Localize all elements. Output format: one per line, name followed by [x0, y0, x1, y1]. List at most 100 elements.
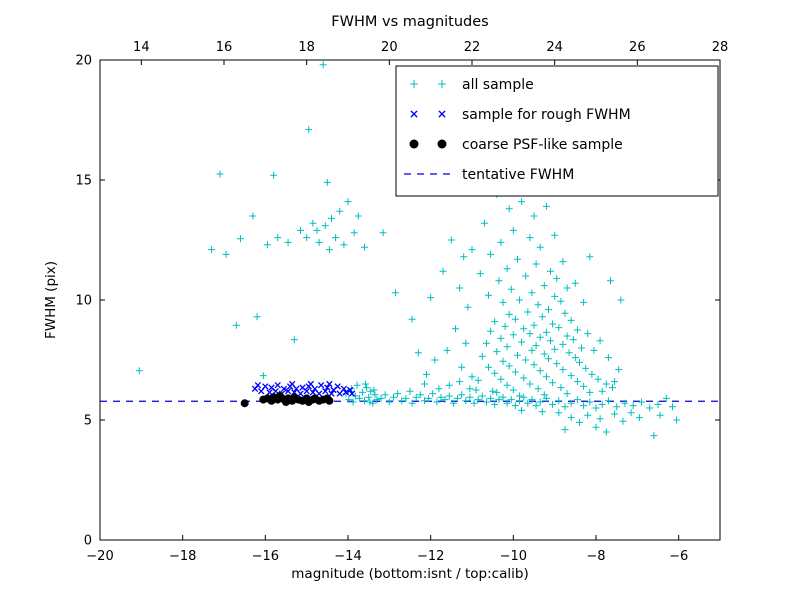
point-all-sample [363, 384, 371, 392]
point-all-sample [520, 325, 528, 333]
point-all-sample [522, 272, 530, 280]
y-tick-label: 0 [84, 534, 92, 549]
point-all-sample [584, 411, 592, 419]
point-all-sample [594, 375, 602, 383]
x-tick-label-bottom: −14 [334, 549, 361, 564]
point-psf-like [240, 399, 249, 408]
point-all-sample [526, 380, 534, 388]
point-all-sample [503, 343, 511, 351]
point-all-sample [524, 399, 532, 407]
point-all-sample [332, 234, 340, 242]
point-all-sample [534, 301, 542, 309]
point-all-sample [505, 362, 513, 370]
point-all-sample [586, 388, 594, 396]
point-all-sample [534, 385, 542, 393]
point-all-sample [297, 226, 304, 234]
point-all-sample [555, 324, 563, 332]
point-rough-fwhm [303, 388, 310, 395]
point-all-sample [542, 373, 550, 381]
point-all-sample [447, 236, 455, 244]
point-all-sample [458, 391, 466, 399]
point-all-sample [361, 397, 368, 405]
point-all-sample [607, 277, 614, 285]
point-rough-fwhm [324, 384, 331, 391]
point-all-sample [499, 393, 507, 401]
x-tick-label-bottom: −10 [500, 549, 527, 564]
point-all-sample [578, 344, 585, 352]
point-all-sample [369, 399, 377, 407]
point-all-sample [511, 402, 519, 410]
point-all-sample [263, 241, 271, 249]
point-all-sample [336, 207, 344, 215]
point-all-sample [580, 298, 588, 306]
point-all-sample [528, 346, 536, 354]
point-all-sample [551, 231, 559, 239]
point-all-sample [567, 316, 575, 324]
point-all-sample [456, 284, 464, 292]
point-all-sample [538, 313, 546, 321]
point-all-sample [615, 366, 623, 374]
point-all-sample [549, 400, 557, 408]
point-all-sample [483, 398, 490, 406]
point-all-sample [435, 385, 443, 393]
point-all-sample [454, 394, 461, 402]
point-rough-fwhm [322, 388, 329, 395]
point-all-sample [540, 282, 548, 290]
point-all-sample [408, 399, 416, 407]
point-all-sample [526, 330, 534, 338]
y-tick-label: 5 [84, 414, 92, 429]
point-all-sample [468, 246, 476, 254]
x-tick-label-bottom: −20 [86, 549, 113, 564]
point-all-sample [557, 297, 565, 305]
point-all-sample [592, 404, 600, 412]
x-tick-label-bottom: −8 [586, 549, 605, 564]
point-all-sample [524, 308, 532, 316]
point-all-sample [563, 284, 571, 292]
x-tick-label-top: 20 [381, 40, 398, 55]
point-all-sample [551, 345, 559, 353]
point-all-sample [549, 379, 557, 387]
point-all-sample [542, 202, 550, 210]
point-all-sample [501, 322, 509, 330]
point-all-sample [495, 277, 503, 285]
point-all-sample [588, 370, 596, 378]
point-all-sample [598, 400, 606, 408]
point-all-sample [367, 387, 375, 395]
point-all-sample [353, 381, 361, 389]
point-all-sample [350, 229, 358, 237]
x-tick-label-top: 16 [216, 40, 233, 55]
point-all-sample [427, 294, 435, 302]
point-all-sample [497, 375, 505, 383]
point-all-sample [553, 274, 561, 282]
point-all-sample [462, 397, 470, 405]
legend-label: all sample [462, 77, 534, 93]
point-all-sample [580, 402, 588, 410]
point-all-sample [532, 342, 540, 350]
point-rough-fwhm [348, 390, 356, 397]
point-all-sample [559, 258, 567, 266]
point-all-sample [662, 394, 670, 402]
point-all-sample [617, 296, 625, 304]
point-all-sample [406, 387, 414, 395]
point-all-sample [290, 336, 298, 344]
point-all-sample [532, 402, 540, 410]
point-all-sample [499, 357, 507, 365]
point-all-sample [586, 398, 594, 406]
point-all-sample [621, 399, 629, 407]
legend-marker-x [438, 110, 446, 118]
point-all-sample [321, 222, 329, 230]
x-tick-label-bottom: −12 [417, 549, 444, 564]
point-all-sample [429, 390, 437, 398]
y-axis-label: FWHM (pix) [43, 261, 59, 339]
point-all-sample [604, 397, 612, 405]
point-all-sample [540, 350, 548, 358]
point-all-sample [402, 394, 410, 402]
point-all-sample [421, 380, 428, 388]
x-axis-label: magnitude (bottom:isnt / top:calib) [291, 566, 528, 582]
point-all-sample [673, 416, 681, 424]
point-all-sample [567, 414, 575, 422]
point-all-sample [530, 321, 538, 329]
point-all-sample [545, 355, 552, 363]
point-all-sample [445, 381, 453, 389]
point-all-sample [340, 241, 348, 249]
